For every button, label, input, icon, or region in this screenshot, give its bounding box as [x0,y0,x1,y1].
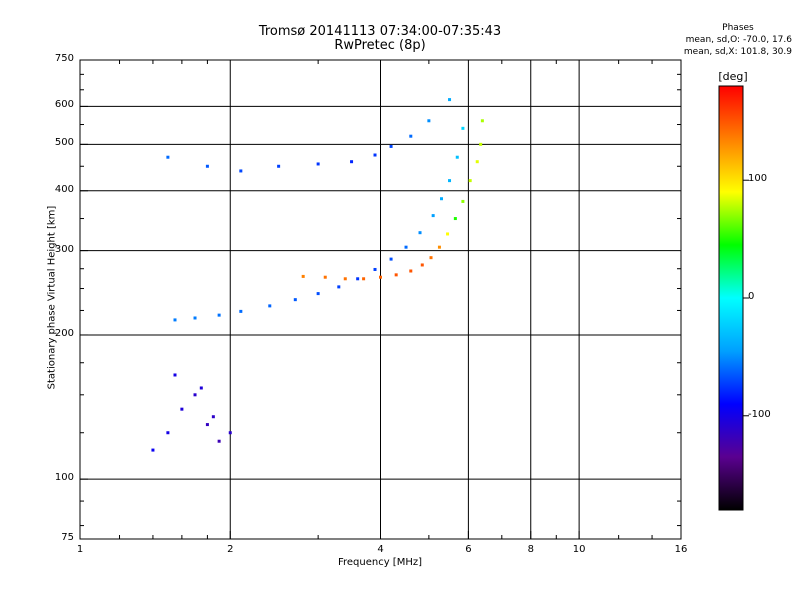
data-point [323,275,327,279]
data-point [440,197,444,201]
data-point [480,119,484,123]
data-point [475,160,479,164]
data-point [446,232,450,236]
y-tick-label: 750 [54,53,74,64]
data-point [455,155,459,159]
data-point [373,153,377,157]
x-tick-label: 6 [465,544,472,555]
colorbar-tick-label: 100 [748,173,768,185]
data-point [217,439,221,443]
x-tick-label: 1 [76,544,84,555]
y-axis-title: Stationary phase Virtual Height [km] [46,205,58,390]
colorbar-title: [deg] [718,70,748,83]
data-point [373,267,377,271]
data-point [362,277,366,281]
data-point [479,142,483,146]
phases-x-stats: mean, sd,X: 101.8, 30.9 [683,47,792,57]
y-tick-label: 600 [54,99,74,111]
data-point [205,164,209,168]
data-point [293,298,297,302]
data-point [389,257,393,261]
colorbar-tick-label: -100 [748,408,771,420]
data-point [268,304,272,308]
chart-subtitle: RwPretec (8p) [334,38,426,53]
data-point [337,285,341,289]
x-axis-title: Frequency [MHz] [337,557,423,568]
data-point [448,179,452,183]
data-point [316,162,320,166]
data-point [448,98,452,102]
data-point [211,415,215,419]
data-point [404,245,408,249]
data-point [453,217,457,221]
colorbar-ticks [743,179,749,417]
data-point [461,199,465,203]
data-point [166,155,170,159]
x-tick-label: 2 [227,544,234,555]
y-tick-label: 200 [54,327,74,339]
data-points [151,98,484,452]
data-point [389,144,393,148]
data-point [173,318,177,322]
axis-ticks [79,59,682,540]
data-point [379,275,382,279]
y-tick-label: 300 [54,243,74,255]
data-point [350,160,354,164]
y-tick-label: 400 [54,183,74,195]
phase-statistics: Phases mean, sd,O: -70.0, 17.6 mean, sd,… [684,22,792,58]
data-point [277,164,281,168]
data-point [193,393,197,397]
data-point [437,245,441,249]
x-tick-label: 10 [572,544,586,555]
x-tick-label: 4 [377,544,384,555]
data-point [343,277,347,281]
y-tick-label: 500 [54,137,74,149]
data-point [420,263,424,267]
data-point [193,316,197,320]
x-tick-label: 8 [527,544,534,555]
data-point [301,274,305,278]
data-point [356,277,360,281]
phases-header: Phases [722,23,754,33]
chart-title: Tromsø 20141113 07:34:00-07:35:43 [258,24,502,39]
colorbar-tick-label: 0 [748,291,755,302]
data-point [394,273,398,277]
data-point [418,231,422,235]
data-point [228,431,232,435]
data-point [166,431,170,435]
data-point [316,292,320,296]
y-tick-label: 75 [61,532,74,543]
data-point [429,256,433,260]
data-point [151,448,155,452]
data-point [409,134,413,138]
data-point [427,119,431,123]
colorbar [718,85,744,511]
y-tick-label: 100 [54,472,74,484]
data-point [199,386,203,390]
data-point [205,423,209,427]
x-tick-label: 16 [674,544,688,555]
data-point [239,309,243,313]
data-point [461,126,465,130]
data-point [431,214,435,218]
data-point [180,407,184,411]
data-point [409,269,413,273]
data-point [468,179,472,183]
data-point [239,169,243,173]
phases-o-stats: mean, sd,O: -70.0, 17.6 [685,35,792,45]
data-point [173,373,177,377]
data-point [217,313,221,317]
grid-lines [80,60,681,539]
